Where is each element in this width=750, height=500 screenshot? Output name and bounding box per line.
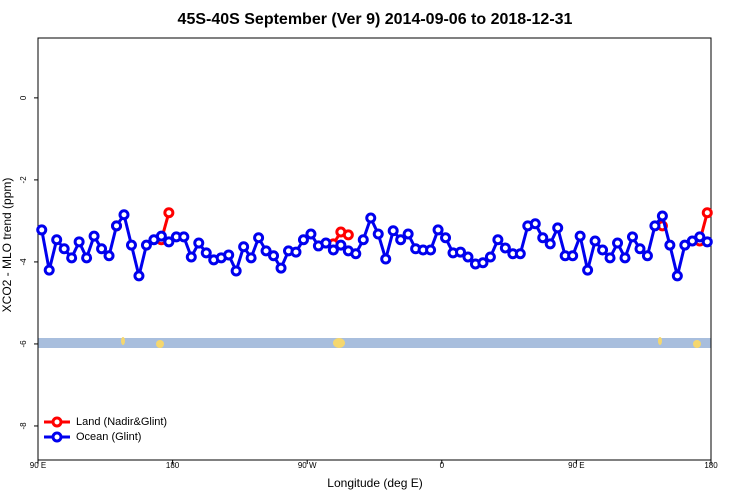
point [440,232,452,244]
point [88,230,100,242]
x-tick-label: 90 W [298,461,317,470]
point [36,224,48,236]
point [492,234,504,246]
point [582,264,594,276]
point [694,231,706,243]
y-tick-label: -6 [19,340,28,348]
point [155,230,167,242]
map-strip [38,338,711,348]
x-tick-label: 180 [166,461,180,470]
point [260,245,272,257]
point [96,243,108,255]
x-tick-label: 90 E [30,461,46,470]
point [454,246,466,258]
point [372,228,384,240]
point [342,229,354,241]
point [514,248,526,260]
point [327,244,339,256]
point [701,207,713,219]
legend-marker [51,431,63,443]
point [537,232,549,244]
x-axis-title: Longitude (deg E) [327,476,422,490]
point [626,231,638,243]
point [499,242,511,254]
point [402,228,414,240]
point [268,250,280,262]
point [185,251,197,263]
point [656,210,668,222]
point [462,251,474,263]
point [365,212,377,224]
point [178,231,190,243]
point [357,234,369,246]
point [380,253,392,265]
point [43,264,55,276]
point [58,243,70,255]
y-axis-title: XCO2 - MLO trend (ppm) [0,178,14,313]
point [305,228,317,240]
x-tick-label: 180 [704,461,718,470]
point [387,225,399,237]
point [230,265,242,277]
point [163,207,175,219]
point [619,252,631,264]
point [163,236,175,248]
point [275,262,287,274]
point [701,236,713,248]
plot-frame [37,37,712,461]
point [671,270,683,282]
x-tick-label: 0 [440,461,445,470]
point [111,220,123,232]
y-tick-label: -8 [19,422,28,430]
point [649,220,661,232]
point [297,234,309,246]
point [425,244,437,256]
point [81,252,93,264]
point [574,230,586,242]
point [544,238,556,250]
point [589,235,601,247]
point [597,244,609,256]
land-blobs [121,337,701,348]
point [335,239,347,251]
legend-label: Land (Nadir&Glint) [76,416,167,428]
point [320,237,332,249]
point [634,243,646,255]
point [350,248,362,260]
chart-title: 45S-40S September (Ver 9) 2014-09-06 to … [178,11,573,28]
point [604,252,616,264]
y-tick-label: 0 [19,95,28,100]
point [245,252,257,264]
x-tick-label: 90 E [568,461,584,470]
point [484,251,496,263]
point [432,224,444,236]
point [51,234,63,246]
point [125,239,137,251]
point [290,246,302,258]
point [253,232,265,244]
point [103,250,115,262]
legend-label: Ocean (Glint) [76,431,141,443]
point [223,249,235,261]
y-tick-label: -4 [19,258,28,266]
y-tick-label: -2 [19,176,28,184]
point [238,241,250,253]
point [612,237,624,249]
point [118,209,130,221]
point [140,239,152,251]
point [133,270,145,282]
point [193,237,205,249]
point [567,250,579,262]
point [73,236,85,248]
point [664,239,676,251]
point [477,257,489,269]
point [641,250,653,262]
point [200,247,212,259]
point [66,252,78,264]
point [395,234,407,246]
legend-marker [51,416,63,428]
point [552,222,564,234]
point [529,218,541,230]
